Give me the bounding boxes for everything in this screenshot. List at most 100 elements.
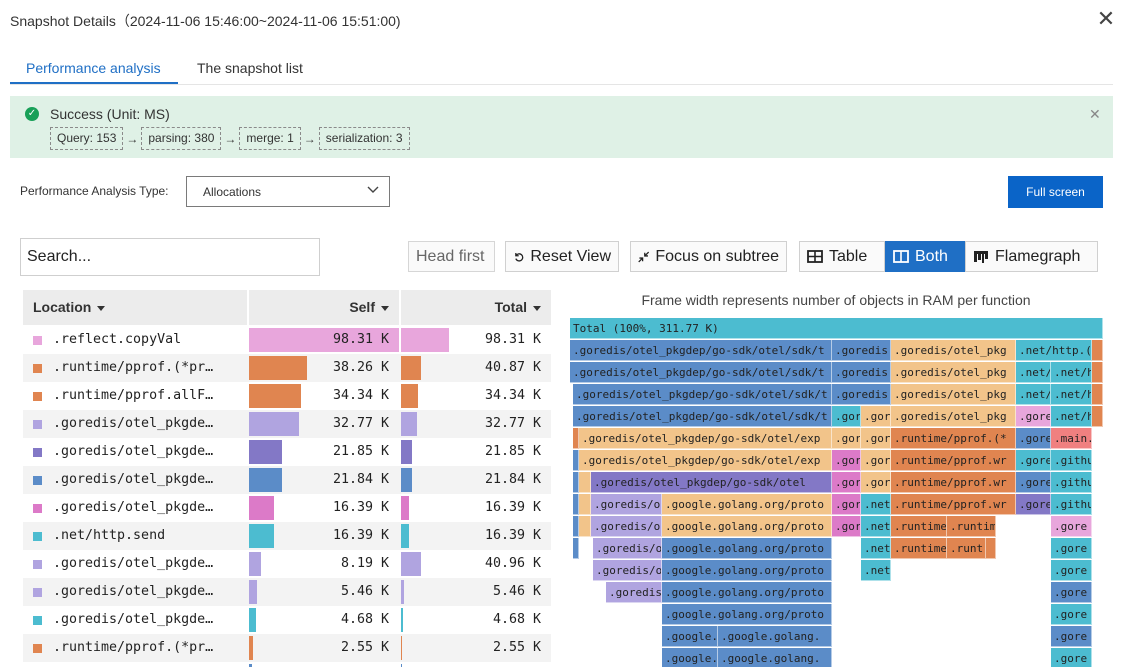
flamegraph-frame[interactable]: .google.golang.org/proto [662,582,832,603]
flamegraph-frame[interactable] [579,494,591,515]
flamegraph-frame[interactable]: .runtime [891,538,947,559]
flamegraph-frame[interactable] [573,428,579,449]
flamegraph-frame[interactable]: .goredis/otel_pkgdep/go-sdk/otel [591,472,832,493]
flamegraph-frame[interactable]: .goredis/o [593,538,662,559]
flamegraph-frame[interactable]: .gore [1051,604,1092,625]
table-row[interactable]: .goredis/otel_pkgde… 4.68 K 4.68 K [23,606,551,634]
view-both-button[interactable]: Both [885,241,965,272]
flamegraph-root-frame[interactable]: Total (100%, 311.77 K) [570,318,1103,339]
flamegraph-frame[interactable]: .goredis/otel_pkgdep/go-sdk/otel/sdk/t [570,362,832,383]
flamegraph-frame[interactable]: .google.golang.org/proto [662,494,832,515]
flamegraph-frame[interactable]: .goredis [832,384,891,405]
flamegraph-frame[interactable]: .gor [832,494,861,515]
flamegraph-frame[interactable]: .gore [1016,406,1051,427]
flamegraph-frame[interactable] [579,516,591,537]
flamegraph-frame[interactable]: .net [861,560,891,581]
flamegraph-frame[interactable]: .goredis/o [593,560,662,581]
table-row[interactable]: .goredis/otel_pkgde… 16.39 K 16.39 K [23,494,551,522]
flamegraph-frame[interactable]: .google.golang.org/proto [662,560,832,581]
close-icon[interactable]: ✕ [1096,6,1116,31]
table-row[interactable]: .runtime/pprof.allF… 34.34 K 34.34 K [23,382,551,410]
table-row[interactable]: .goredis/otel_pkgde… 21.85 K 21.85 K [23,438,551,466]
table-row[interactable] [23,662,551,667]
column-header-total[interactable]: Total [401,290,551,325]
flamegraph-frame[interactable] [579,472,591,493]
flamegraph-frame[interactable] [573,538,579,559]
flamegraph-frame[interactable]: .githu [1051,472,1092,493]
flamegraph-frame[interactable]: .net/ [1016,362,1051,383]
flamegraph-frame[interactable]: .gore [1016,472,1051,493]
tab-snapshot-list[interactable]: The snapshot list [197,60,303,76]
flamegraph-frame[interactable]: .gor [832,428,861,449]
table-row[interactable]: .goredis/otel_pkgde… 8.19 K 40.96 K [23,550,551,578]
flamegraph-frame[interactable]: .runtime/pprof.wr [891,472,1016,493]
flamegraph-frame[interactable]: .gore [1051,516,1092,537]
flamegraph-frame[interactable]: .google. [662,648,718,667]
focus-subtree-button[interactable]: Focus on subtree [630,241,787,272]
flamegraph-frame[interactable]: .goredis/otel_pkg [891,384,1016,405]
flamegraph-frame[interactable] [1092,362,1103,383]
flamegraph-frame[interactable]: .goredis [832,362,891,383]
flamegraph-frame[interactable]: .net/ [1016,384,1051,405]
flamegraph-frame[interactable]: .gore [1051,560,1092,581]
table-row[interactable]: .goredis/otel_pkgde… 5.46 K 5.46 K [23,578,551,606]
flamegraph-frame[interactable]: .goredis [832,340,891,361]
flamegraph-frame[interactable] [573,472,579,493]
flamegraph-frame[interactable]: .runtime/pprof.wr [891,450,1016,471]
table-row[interactable]: .goredis/otel_pkgde… 21.84 K 21.84 K [23,466,551,494]
flamegraph-frame[interactable] [986,538,996,559]
column-header-location[interactable]: Location [23,290,247,325]
flamegraph-frame[interactable]: .gor [832,406,861,427]
table-row[interactable]: .reflect.copyVal 98.31 K 98.31 K [23,326,551,354]
flamegraph-frame[interactable] [573,494,579,515]
table-row[interactable]: .net/http.send 16.39 K 16.39 K [23,522,551,550]
table-row[interactable]: .runtime/pprof.(*pr… 2.55 K 2.55 K [23,634,551,662]
flamegraph-frame[interactable]: .goredis/otel_pkgdep/go-sdk/otel/sdk/t [570,340,832,361]
flamegraph-frame[interactable]: .net/h [1051,406,1092,427]
flamegraph-frame[interactable]: .net/h [1051,362,1092,383]
flamegraph-frame[interactable]: .google.golang.org/proto [662,604,832,625]
flamegraph-frame[interactable]: .main. [1051,428,1092,449]
flamegraph-frame[interactable]: .gore [1051,626,1092,647]
flamegraph-frame[interactable]: .gore [1016,494,1051,515]
flamegraph-frame[interactable] [1092,406,1103,427]
flamegraph-frame[interactable] [1092,340,1103,361]
table-row[interactable]: .goredis/otel_pkgde… 32.77 K 32.77 K [23,410,551,438]
analysis-type-select[interactable]: Allocations [186,176,390,207]
flamegraph-frame[interactable]: .google.golang.org/proto [662,516,832,537]
view-table-button[interactable]: Table [799,241,885,272]
flamegraph-frame[interactable]: .goredis/otel_pkg [891,362,1016,383]
flamegraph-frame[interactable] [573,516,579,537]
flamegraph-frame[interactable]: .gor [861,406,891,427]
flamegraph-frame[interactable]: .goredis/otel_pkgdep/go-sdk/otel/sdk/t [573,384,832,405]
flamegraph-frame[interactable]: .google.golang.org/proto [662,538,832,559]
flamegraph-frame[interactable]: .gore [1016,450,1051,471]
flamegraph-frame[interactable]: .gore [1051,538,1092,559]
tab-performance-analysis[interactable]: Performance analysis [26,60,161,76]
flamegraph-frame[interactable]: .githu [1051,494,1092,515]
flamegraph-frame[interactable]: .goredis/otel_pkg [891,406,1016,427]
search-input[interactable] [20,238,320,276]
flamegraph-frame[interactable]: .google.golang. [718,648,832,667]
flamegraph-frame[interactable]: .runt [947,538,986,559]
flamegraph-frame[interactable] [573,450,579,471]
flamegraph-frame[interactable]: .net [861,538,891,559]
flamegraph-frame[interactable]: .gor [832,450,861,471]
flamegraph-frame[interactable]: .gor [861,428,891,449]
alert-close-icon[interactable]: ✕ [1089,106,1101,122]
flamegraph-frame[interactable]: .goredis/o [591,516,662,537]
flamegraph-frame[interactable]: .goredis/o [591,494,662,515]
full-screen-button[interactable]: Full screen [1008,176,1103,208]
flamegraph-frame[interactable] [1092,384,1103,405]
flamegraph-frame[interactable]: .google. [662,626,718,647]
flamegraph-frame[interactable]: .runtime/pprof.wr [891,494,1016,515]
flamegraph-frame[interactable]: .goredis/otel_pkgdep/go-sdk/otel/exp [579,450,832,471]
flamegraph-frame[interactable]: .gor [832,472,861,493]
flamegraph-frame[interactable]: .gore [1051,648,1092,667]
table-row[interactable]: .runtime/pprof.(*pr… 38.26 K 40.87 K [23,354,551,382]
flamegraph-frame[interactable]: .net [861,516,891,537]
head-first-button[interactable]: Head first [408,241,495,272]
flamegraph-frame[interactable]: .runtim [947,516,996,537]
flamegraph-frame[interactable]: .net/http.(s [1016,340,1092,361]
flamegraph-frame[interactable]: .goredis/otel_pkgdep/go-sdk/otel/sdk/t [573,406,832,427]
